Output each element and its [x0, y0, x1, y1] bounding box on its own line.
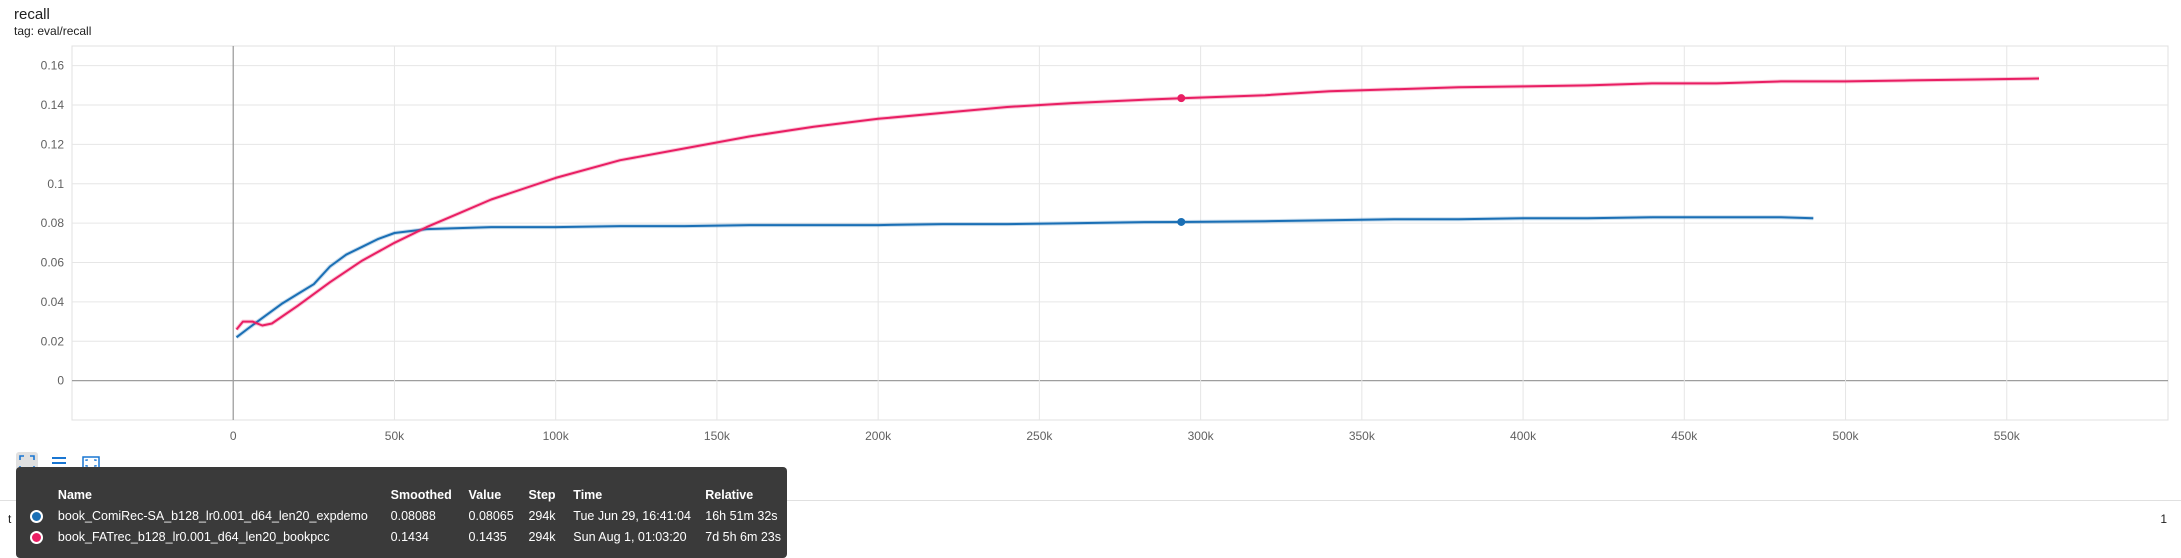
x-tick-label: 0 [230, 429, 237, 440]
series-color-swatch [30, 530, 43, 544]
chart-subtitle: tag: eval/recall [14, 24, 92, 38]
y-tick-label: 0.02 [41, 334, 65, 348]
y-tick-label: 0.06 [41, 256, 65, 270]
series-line [235, 77, 2040, 331]
run-list-label: t [8, 512, 12, 526]
col-smoothed: Smoothed [390, 488, 452, 502]
step-value: 294k [528, 529, 556, 544]
y-tick-label: 0 [57, 374, 64, 388]
section-divider [0, 500, 2181, 501]
hover-tooltip: Name Smoothed Value Step Time Relative b… [16, 467, 787, 558]
x-tick-label: 500k [1833, 429, 1860, 440]
tooltip-header-row: Name Smoothed Value Step Time Relative [24, 485, 787, 505]
series-raw-line [235, 215, 1814, 339]
smoothed-value: 0.1434 [390, 529, 429, 544]
x-tick-label: 200k [865, 429, 892, 440]
time-value: Sun Aug 1, 01:03:20 [573, 529, 687, 544]
y-tick-label: 0.16 [41, 59, 65, 73]
y-tick-label: 0.08 [41, 216, 65, 230]
hover-point [1177, 94, 1186, 103]
x-tick-label: 250k [1026, 429, 1053, 440]
x-tick-label: 50k [385, 429, 405, 440]
y-tick-label: 0.12 [41, 137, 65, 151]
x-tick-label: 450k [1671, 429, 1698, 440]
raw-value: 0.08065 [468, 508, 514, 523]
series-line [235, 216, 1814, 339]
y-tick-label: 0.04 [41, 295, 65, 309]
run-name: book_ComiRec-SA_b128_lr0.001_d64_len20_e… [57, 508, 368, 523]
tooltip-row: book_ComiRec-SA_b128_lr0.001_d64_len20_e… [24, 505, 787, 526]
page-count: 1 [2160, 512, 2167, 526]
hover-point [1177, 217, 1186, 226]
x-tick-label: 300k [1188, 429, 1215, 440]
chart-header: recall tag: eval/recall [14, 6, 91, 38]
run-name: book_FATrec_b128_lr0.001_d64_len20_bookp… [57, 529, 330, 544]
col-time: Time [573, 488, 603, 502]
x-tick-label: 400k [1510, 429, 1537, 440]
x-tick-label: 550k [1994, 429, 2021, 440]
series-raw-line [234, 76, 2040, 331]
tooltip-table: Name Smoothed Value Step Time Relative b… [24, 485, 787, 547]
col-value: Value [468, 488, 502, 502]
raw-value: 0.1435 [468, 529, 507, 544]
col-step: Step [528, 488, 556, 502]
step-value: 294k [528, 508, 556, 523]
plot-frame [71, 45, 2169, 421]
col-relative: Relative [705, 488, 754, 502]
chart-title: recall [14, 6, 50, 23]
time-value: Tue Jun 29, 16:41:04 [573, 508, 691, 523]
relative-value: 16h 51m 32s [705, 508, 778, 523]
line-chart[interactable]: 0 0.02 0.04 0.06 0.08 0.1 0.12 0.14 0.16 0 50k 100k… [0, 0, 2181, 440]
x-tick-label: 100k [543, 429, 570, 440]
x-tick-label: 350k [1349, 429, 1376, 440]
series-color-swatch [30, 509, 43, 523]
fit-domain-icon [19, 455, 35, 471]
relative-value: 7d 5h 6m 23s [705, 529, 781, 544]
col-name: Name [57, 488, 92, 502]
tooltip-row: book_FATrec_b128_lr0.001_d64_len20_bookp… [24, 526, 787, 547]
smoothed-value: 0.08088 [390, 508, 436, 523]
x-tick-label: 150k [704, 429, 731, 440]
y-tick-label: 0.14 [41, 98, 65, 112]
y-tick-label: 0.1 [47, 177, 64, 191]
